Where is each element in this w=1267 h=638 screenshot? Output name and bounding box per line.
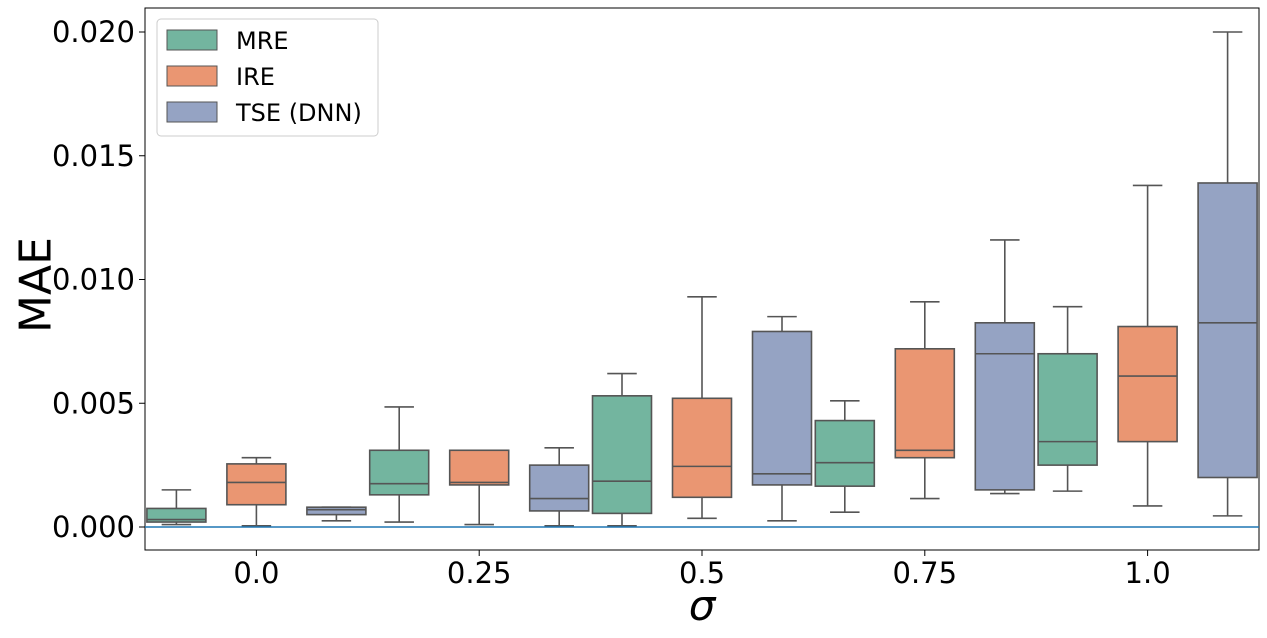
legend-item-ire: IRE — [166, 63, 275, 91]
legend-swatch — [166, 29, 218, 51]
legend-swatch — [166, 65, 218, 87]
iqr-box — [528, 464, 590, 512]
legend: MRE IRE TSE (DNN) — [156, 18, 379, 137]
x-axis: 0.0 0.25 0.5 0.75 1.0 — [233, 550, 1171, 590]
legend-label: IRE — [236, 63, 275, 91]
iqr-box — [1117, 325, 1178, 443]
box-tse-dnn--0.5 — [751, 315, 813, 522]
box-tse-dnn--1.0 — [1197, 31, 1258, 517]
box-ire-1.0 — [1117, 184, 1178, 507]
y-axis: 0.000 0.005 0.010 0.015 0.020 — [52, 15, 145, 544]
iqr-box — [1037, 352, 1098, 466]
x-tick-label: 0.5 — [679, 556, 725, 590]
iqr-box — [368, 449, 430, 496]
iqr-box — [894, 347, 956, 459]
box-tse-dnn--0.0 — [306, 506, 367, 522]
box-ire-0.75 — [894, 300, 956, 500]
iqr-box — [591, 395, 653, 515]
x-axis-title: σ — [689, 581, 717, 630]
x-tick-label: 0.0 — [233, 556, 279, 590]
x-tick-label: 0.25 — [447, 556, 512, 590]
box-mre-0.0 — [146, 489, 207, 526]
y-tick-label: 0.000 — [52, 510, 135, 544]
box-mre-1.0 — [1037, 305, 1098, 492]
iqr-box — [751, 330, 813, 486]
legend-label: MRE — [236, 27, 289, 55]
iqr-box — [448, 449, 510, 486]
box-mre-0.25 — [368, 406, 430, 523]
boxes-layer — [146, 31, 1258, 527]
legend-label: TSE (DNN) — [235, 99, 362, 127]
box-mre-0.75 — [814, 399, 876, 513]
y-tick-label: 0.005 — [52, 386, 135, 420]
legend-swatch — [166, 101, 218, 123]
iqr-box — [146, 507, 207, 523]
iqr-box — [974, 322, 1036, 491]
iqr-box — [306, 506, 367, 516]
iqr-box — [814, 419, 876, 487]
box-tse-dnn--0.75 — [974, 239, 1036, 495]
box-ire-0.25 — [448, 449, 510, 526]
iqr-box — [671, 397, 733, 499]
x-tick-label: 1.0 — [1125, 556, 1171, 590]
iqr-box — [226, 463, 287, 506]
x-tick-label: 0.75 — [893, 556, 958, 590]
box-ire-0.0 — [226, 456, 287, 527]
plot-area — [144, 7, 1260, 551]
box-tse-dnn--0.25 — [528, 446, 590, 527]
y-axis-title: MAE — [11, 237, 62, 333]
y-tick-label: 0.020 — [52, 15, 135, 49]
y-tick-label: 0.010 — [52, 263, 135, 297]
legend-item-mre: MRE — [166, 27, 289, 55]
iqr-box — [1197, 182, 1258, 479]
legend-item-tse-dnn-: TSE (DNN) — [166, 99, 362, 127]
box-mre-0.5 — [591, 372, 653, 527]
box-ire-0.5 — [671, 296, 733, 520]
y-tick-label: 0.015 — [52, 139, 135, 173]
